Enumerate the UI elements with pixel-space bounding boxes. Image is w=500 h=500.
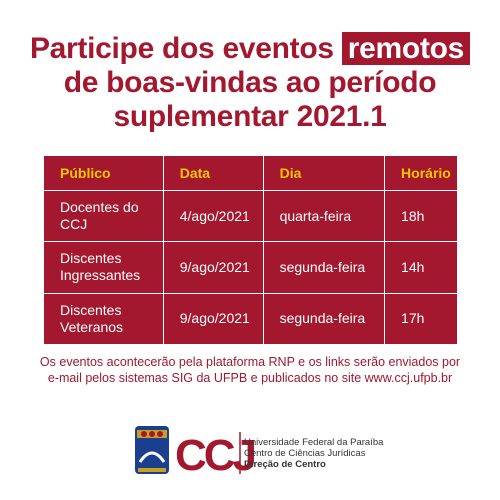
table-row: Docentes do CCJ 4/ago/2021 quarta-feira 18h [43, 189, 458, 243]
table-cell: segunda-feira [262, 292, 386, 346]
title-line: suplementar 2021.1 [113, 100, 387, 133]
title-highlight: remotos [341, 32, 471, 65]
title-line: Participe dos eventos [29, 32, 334, 65]
table-cell: segunda-feira [262, 241, 386, 294]
table-cell: Docentes do CCJ [43, 189, 164, 243]
header-cell: Dia [262, 155, 386, 191]
table-cell: 9/ago/2021 [162, 241, 264, 294]
table-cell: Discentes Veteranos [43, 292, 164, 346]
title: Participe dos eventos remotos de boas-vi… [0, 32, 500, 134]
table-cell: 14h [384, 241, 458, 294]
table-cell: 17h [384, 292, 458, 346]
table-cell: quarta-feira [262, 189, 386, 243]
table-row: Discentes Ingressantes 9/ago/2021 segunda-… [43, 241, 458, 294]
institution: Universidade Federal da Paraíba Centro de… [244, 437, 383, 470]
table-cell: 9/ago/2021 [162, 292, 264, 346]
logo: CCJ [135, 426, 258, 480]
table-cell: 4/ago/2021 [162, 189, 264, 243]
table-cell: Discentes Ingressantes [43, 241, 164, 294]
table-cell: 18h [384, 189, 458, 243]
schedule-table: Público Data Dia Horário Docentes do CCJ 4/a… [43, 155, 458, 346]
header-cell: Horário [384, 155, 458, 191]
logo-mark: CCJ [175, 431, 255, 480]
header-cell: Público [43, 155, 164, 191]
title-line: de boas-vindas ao período [63, 66, 437, 99]
footer-line: Os eventos acontecerão pela plataforma R… [39, 355, 461, 369]
footer: Os eventos acontecerão pela plataforma R… [0, 354, 500, 386]
institution-line: Universidade Federal da Paraíba [244, 437, 384, 448]
institution-line: Centro de Ciências Jurídicas [244, 448, 366, 459]
footer-line: e-mail pelos sistemas SIG da UFPB e publ… [47, 371, 453, 385]
header-cell: Data [162, 155, 264, 191]
emblem [135, 426, 169, 474]
institution-line: Direção de Centro [244, 459, 326, 470]
table-row: Discentes Veteranos 9/ago/2021 segunda-fei… [43, 292, 458, 346]
